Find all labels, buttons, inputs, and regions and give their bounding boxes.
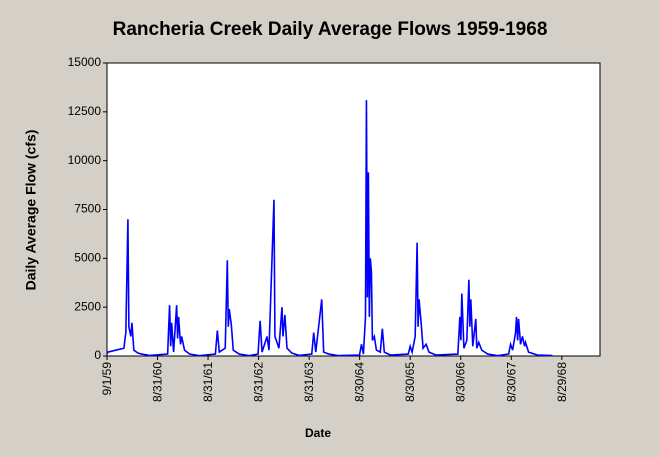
y-tick-label: 15000 — [68, 55, 102, 69]
x-axis-label: Date — [305, 426, 331, 440]
y-tick-label: 0 — [94, 348, 101, 362]
y-tick-label: 7500 — [74, 202, 101, 216]
x-tick-label: 8/30/65 — [403, 362, 417, 402]
x-tick-label: 8/31/61 — [201, 362, 215, 402]
x-tick-label: 8/30/67 — [504, 362, 518, 402]
x-tick-label: 8/30/66 — [454, 362, 468, 402]
x-tick-label: 9/1/59 — [100, 362, 114, 396]
y-tick-label: 5000 — [74, 251, 101, 265]
y-tick-label: 12500 — [68, 104, 102, 118]
x-tick-label: 8/30/64 — [353, 362, 367, 402]
x-tick-label: 8/31/60 — [151, 362, 165, 402]
x-tick-label: 8/31/63 — [302, 362, 316, 402]
chart-title: Rancheria Creek Daily Average Flows 1959… — [113, 19, 548, 40]
y-tick-label: 10000 — [68, 153, 102, 167]
flow-line — [106, 100, 553, 357]
plot-area — [106, 62, 601, 357]
y-tick-label: 2500 — [74, 299, 101, 313]
y-axis-label: Daily Average Flow (cfs) — [23, 130, 39, 291]
x-tick-label: 8/31/62 — [252, 362, 266, 402]
x-tick-label: 8/29/68 — [555, 362, 569, 402]
